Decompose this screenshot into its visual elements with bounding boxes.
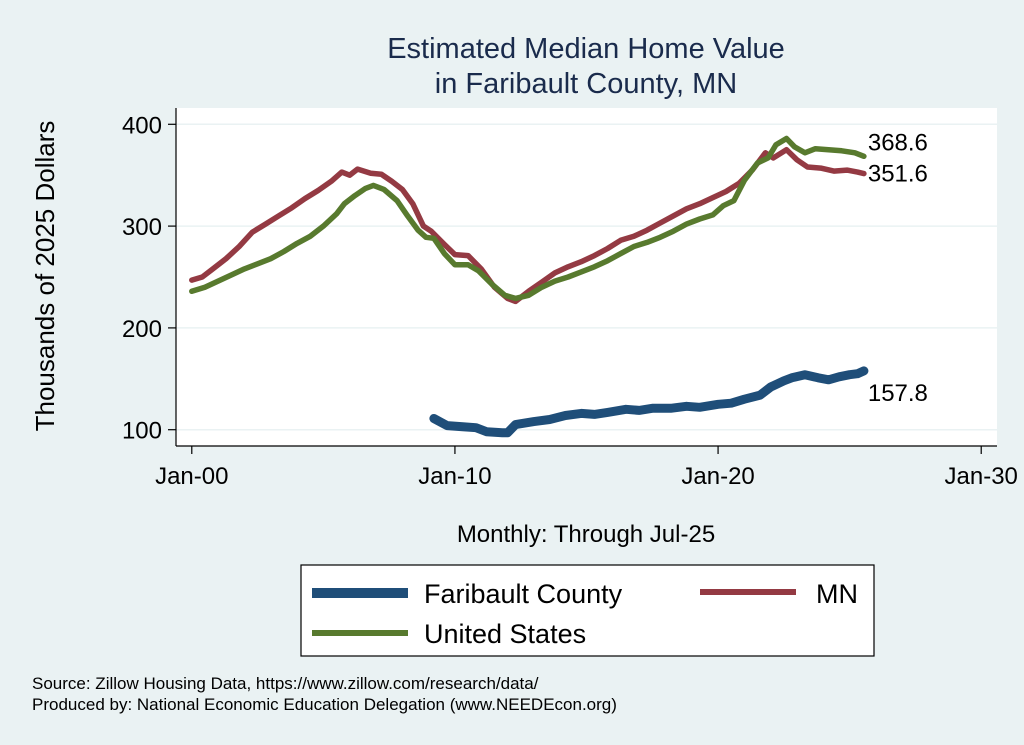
legend-box	[300, 564, 875, 657]
x-tick-label: Jan-10	[418, 463, 491, 490]
grid-lines	[176, 123, 997, 431]
x-axis-title: Monthly: Through Jul-25	[457, 521, 715, 548]
plot-area	[176, 108, 997, 446]
source-note: Source: Zillow Housing Data, https://www…	[32, 674, 539, 693]
y-ticks: 100 200 300 400	[122, 112, 176, 445]
x-ticks: Jan-00 Jan-10 Jan-20 Jan-30	[155, 446, 1018, 490]
legend: Faribault County MN United States	[300, 564, 875, 657]
legend-label-united-states: United States	[424, 619, 586, 649]
series-line-faribault-county	[429, 366, 869, 438]
y-axis-title: Thousands of 2025 Dollars	[30, 121, 60, 432]
end-labels: 157.8 351.6 368.6	[868, 129, 928, 407]
producer-note: Produced by: National Economic Education…	[32, 695, 617, 714]
y-tick-label: 100	[122, 418, 162, 445]
series-line-united-states	[189, 135, 867, 302]
y-tick-label: 400	[122, 112, 162, 139]
end-label-united-states: 368.6	[868, 129, 928, 156]
y-tick-label: 300	[122, 214, 162, 241]
legend-label-mn: MN	[816, 579, 858, 609]
x-tick-label: Jan-00	[155, 463, 228, 490]
chart-title-line-1: Estimated Median Home Value	[387, 33, 785, 65]
x-tick-label: Jan-20	[681, 463, 754, 490]
end-label-faribault-county: 157.8	[868, 380, 928, 407]
legend-label-faribault-county: Faribault County	[424, 579, 623, 609]
chart-title-line-2: in Faribault County, MN	[435, 68, 737, 100]
x-tick-label: Jan-30	[945, 463, 1018, 490]
y-tick-label: 200	[122, 316, 162, 343]
end-label-mn: 351.6	[868, 161, 928, 188]
series-layer	[189, 135, 869, 438]
